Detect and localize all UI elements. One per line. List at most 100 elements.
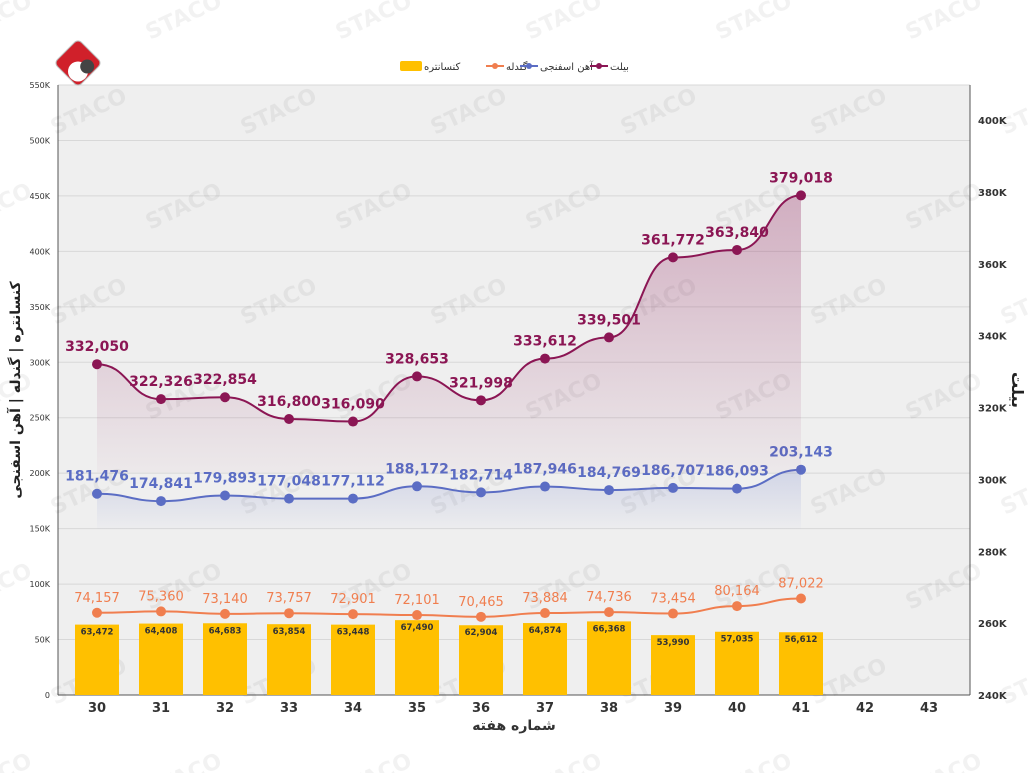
left-tick-label: 50K bbox=[35, 636, 51, 645]
data-point bbox=[92, 359, 102, 370]
left-tick-label: 500K bbox=[29, 136, 50, 145]
right-tick-label: 360K bbox=[978, 260, 1008, 271]
data-point bbox=[412, 481, 422, 492]
bar-data-label: 63,854 bbox=[273, 627, 306, 637]
data-label: 333,612 bbox=[513, 334, 577, 350]
watermark: STACO bbox=[0, 179, 36, 236]
x-tick-label: 40 bbox=[728, 701, 746, 716]
bar-data-label: 64,408 bbox=[145, 627, 178, 637]
x-tick-label: 34 bbox=[344, 701, 362, 716]
left-tick-label: 400K bbox=[29, 247, 50, 256]
left-tick-label: 300K bbox=[29, 358, 50, 367]
x-axis-title: شماره هفته bbox=[472, 718, 556, 734]
data-label: 316,090 bbox=[321, 397, 385, 413]
data-point bbox=[732, 244, 742, 255]
data-label: 72,901 bbox=[330, 592, 376, 607]
staco-logo bbox=[55, 40, 101, 86]
data-label: 72,101 bbox=[394, 593, 440, 608]
watermark: STACO bbox=[522, 749, 606, 773]
legend-marker bbox=[492, 63, 498, 69]
billet-area bbox=[97, 195, 801, 473]
data-point bbox=[540, 481, 550, 492]
legend: کنسانتره گندله آهن اسفنجی بیلت bbox=[400, 60, 629, 73]
bar-concentrate bbox=[139, 623, 183, 695]
left-tick-label: 450K bbox=[29, 192, 50, 201]
bar-concentrate bbox=[459, 625, 503, 695]
data-point bbox=[412, 610, 422, 621]
data-point bbox=[156, 606, 166, 617]
bar-data-label: 56,612 bbox=[785, 635, 818, 645]
watermark: STACO bbox=[142, 749, 226, 773]
data-point bbox=[156, 496, 166, 507]
data-point bbox=[220, 490, 230, 501]
bar-data-label: 67,490 bbox=[401, 623, 434, 633]
data-point bbox=[732, 483, 742, 494]
right-tick-label: 280K bbox=[978, 547, 1008, 558]
bar-data-label: 62,904 bbox=[465, 628, 498, 638]
right-tick-label: 380K bbox=[978, 188, 1008, 199]
data-point bbox=[540, 353, 550, 364]
data-label: 73,140 bbox=[202, 592, 248, 607]
x-tick-label: 37 bbox=[536, 701, 554, 716]
data-label: 363,840 bbox=[705, 225, 769, 241]
right-tick-label: 240K bbox=[978, 691, 1008, 702]
bar-data-label: 57,035 bbox=[721, 635, 754, 645]
data-label: 74,736 bbox=[586, 590, 632, 605]
data-point bbox=[476, 611, 486, 622]
data-label: 73,757 bbox=[266, 591, 312, 606]
watermark: STACO bbox=[0, 0, 36, 45]
bar-concentrate bbox=[715, 631, 759, 695]
watermark: STACO bbox=[0, 749, 36, 773]
left-tick-label: 150K bbox=[29, 525, 50, 534]
data-point bbox=[796, 190, 806, 201]
data-point bbox=[284, 493, 294, 504]
data-label: 322,854 bbox=[193, 372, 257, 388]
x-tick-label: 35 bbox=[408, 701, 426, 716]
data-label: 70,465 bbox=[458, 595, 504, 610]
legend-label: بیلت bbox=[610, 62, 629, 73]
series-line bbox=[96, 597, 802, 618]
sponge-area bbox=[97, 469, 801, 529]
bar-concentrate bbox=[203, 623, 247, 695]
watermark: STACO bbox=[332, 749, 416, 773]
data-point bbox=[668, 608, 678, 619]
watermark: STACO bbox=[142, 0, 226, 45]
data-label: 321,998 bbox=[449, 375, 513, 391]
bar-concentrate bbox=[267, 624, 311, 695]
data-point bbox=[92, 488, 102, 499]
data-point bbox=[796, 593, 806, 604]
data-point bbox=[540, 608, 550, 619]
bar-data-label: 53,990 bbox=[657, 638, 690, 648]
legend-label: گندله bbox=[506, 61, 528, 73]
watermark: STACO bbox=[902, 0, 986, 45]
data-label: 339,501 bbox=[577, 312, 641, 328]
bar-concentrate bbox=[395, 620, 439, 695]
data-point bbox=[220, 608, 230, 619]
data-point bbox=[284, 608, 294, 619]
bar-concentrate bbox=[779, 632, 823, 695]
left-tick-label: 550K bbox=[29, 81, 50, 90]
data-label: 316,800 bbox=[257, 394, 321, 410]
data-label: 174,841 bbox=[129, 476, 193, 492]
data-label: 322,326 bbox=[129, 374, 193, 390]
data-point bbox=[156, 394, 166, 405]
data-label: 181,476 bbox=[65, 469, 129, 485]
bar-data-label: 64,874 bbox=[529, 626, 562, 636]
right-tick-label: 400K bbox=[978, 116, 1008, 127]
bar-data-label: 63,472 bbox=[81, 628, 114, 638]
data-label: 328,653 bbox=[385, 351, 449, 367]
data-point bbox=[92, 607, 102, 618]
right-tick-label: 340K bbox=[978, 332, 1008, 343]
data-point bbox=[412, 371, 422, 382]
data-label: 177,112 bbox=[321, 474, 385, 490]
bar-concentrate bbox=[75, 624, 119, 695]
data-point bbox=[284, 414, 294, 424]
data-point bbox=[220, 392, 230, 403]
watermark: STACO bbox=[522, 0, 606, 45]
bar-data-label: 63,448 bbox=[337, 628, 370, 638]
left-tick-label: 100K bbox=[29, 580, 50, 589]
watermark: STACO bbox=[997, 464, 1030, 521]
left-tick-label: 250K bbox=[29, 414, 50, 423]
x-tick-label: 43 bbox=[920, 701, 938, 716]
data-point bbox=[604, 485, 614, 496]
